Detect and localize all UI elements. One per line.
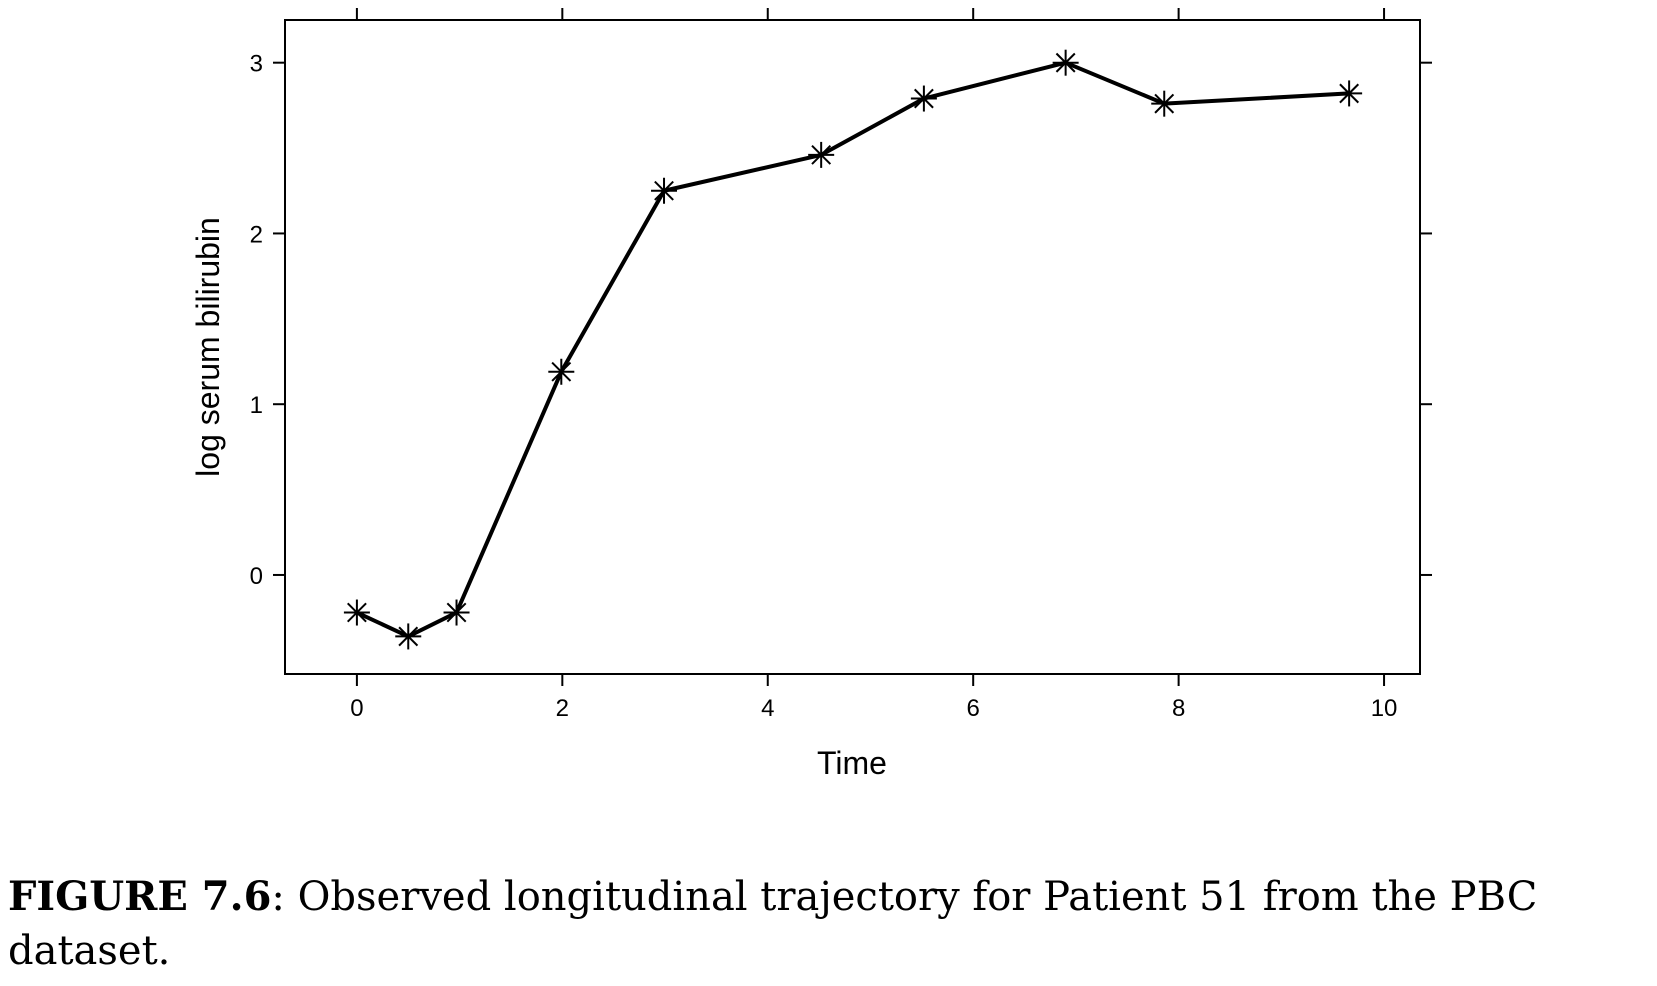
x-tick-label: 4 <box>761 695 774 722</box>
plot-frame <box>284 19 1421 675</box>
figure-caption: FIGURE 7.6: Observed longitudinal trajec… <box>8 870 1653 978</box>
figure-caption-label: FIGURE 7.6 <box>8 873 272 920</box>
axis-ticks <box>273 8 1432 686</box>
line-chart: 0 2 4 6 8 10 0 1 2 3 Time log serum bilirubin <box>190 8 1432 781</box>
data-point-marker <box>1052 49 1079 76</box>
data-point-marker <box>443 599 470 626</box>
x-axis-label: Time <box>817 745 887 781</box>
y-tick-label: 1 <box>250 392 263 419</box>
x-tick-label: 6 <box>967 695 980 722</box>
series-line <box>356 60 1350 639</box>
data-point-marker <box>548 358 575 385</box>
data-point-marker <box>1151 90 1178 117</box>
y-tick-label: 3 <box>250 51 263 78</box>
x-tick-label: 8 <box>1172 695 1185 722</box>
data-point-marker <box>910 85 937 112</box>
y-tick-label: 2 <box>250 221 263 248</box>
data-point-marker <box>1336 80 1363 107</box>
data-point-marker <box>808 141 835 168</box>
data-point-marker <box>343 599 370 626</box>
x-tick-label: 2 <box>556 695 569 722</box>
x-tick-label: 0 <box>350 695 363 722</box>
tick-labels: 0 2 4 6 8 10 0 1 2 3 <box>250 51 1398 722</box>
data-markers <box>343 49 1363 650</box>
y-tick-label: 0 <box>250 563 263 590</box>
x-tick-label: 10 <box>1371 695 1398 722</box>
y-axis-label: log serum bilirubin <box>190 217 226 477</box>
data-point-marker <box>651 177 678 204</box>
figure-caption-text: : Observed longitudinal trajectory for P… <box>8 874 1538 974</box>
data-point-marker <box>395 623 422 650</box>
